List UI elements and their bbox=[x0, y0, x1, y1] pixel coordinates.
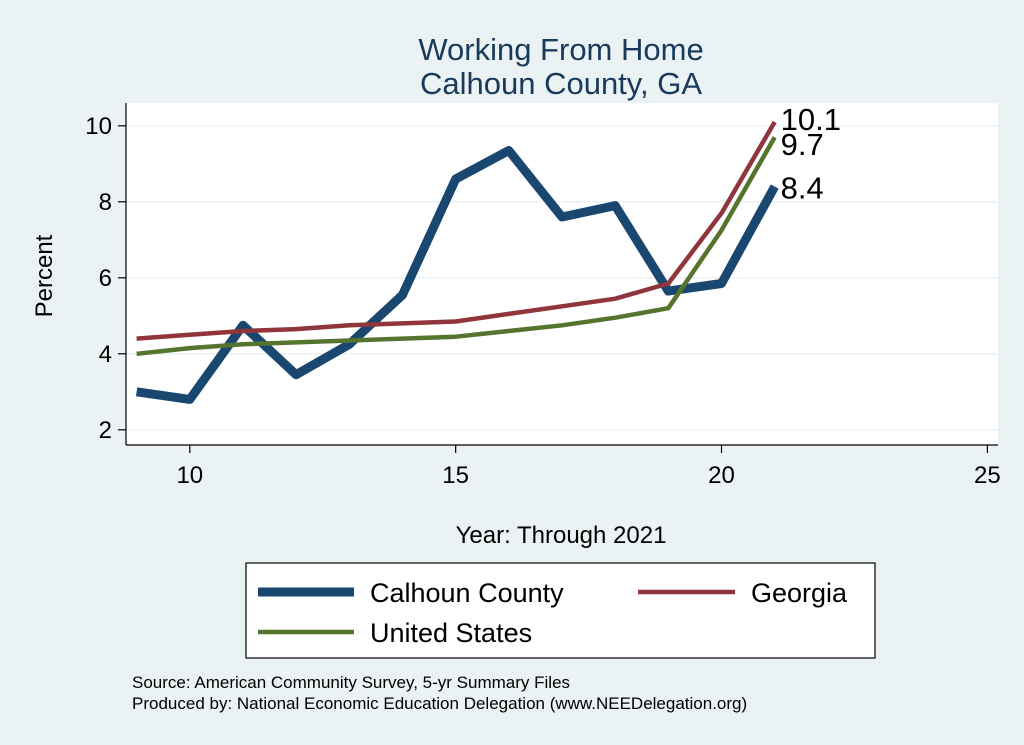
y-tick-label-4: 4 bbox=[99, 341, 112, 368]
end-label-united-states: 9.7 bbox=[781, 127, 824, 162]
x-ticks: 10 15 20 25 bbox=[176, 445, 1000, 489]
y-tick-label-8: 8 bbox=[99, 189, 112, 216]
y-tick-label-2: 2 bbox=[99, 417, 112, 444]
y-axis-label: Percent bbox=[31, 234, 58, 317]
x-axis-label: Year: Through 2021 bbox=[456, 522, 667, 549]
end-label-calhoun-county: 8.4 bbox=[781, 171, 824, 206]
chart-title-line-1: Working From Home bbox=[418, 32, 703, 67]
legend: Calhoun County Georgia United States bbox=[246, 563, 875, 658]
chart-title-line-2: Calhoun County, GA bbox=[420, 66, 702, 101]
plot-area bbox=[126, 103, 998, 445]
producer-note: Produced by: National Economic Education… bbox=[132, 694, 747, 713]
x-tick-label-20: 20 bbox=[708, 462, 735, 489]
legend-label-calhoun-county: Calhoun County bbox=[370, 578, 564, 608]
x-tick-label-10: 10 bbox=[176, 462, 203, 489]
y-ticks: 2 4 6 8 10 bbox=[85, 113, 126, 444]
source-note: Source: American Community Survey, 5-yr … bbox=[132, 673, 570, 692]
x-tick-label-15: 15 bbox=[442, 462, 469, 489]
legend-label-georgia: Georgia bbox=[751, 578, 848, 608]
y-tick-label-6: 6 bbox=[99, 265, 112, 292]
legend-label-united-states: United States bbox=[370, 618, 532, 648]
y-tick-label-10: 10 bbox=[85, 113, 112, 140]
x-tick-label-25: 25 bbox=[974, 462, 1001, 489]
